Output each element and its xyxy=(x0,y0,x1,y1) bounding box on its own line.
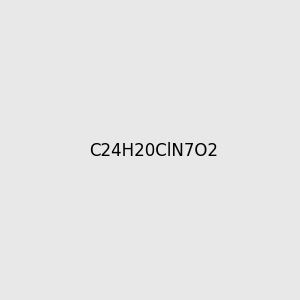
Text: C24H20ClN7O2: C24H20ClN7O2 xyxy=(89,142,218,160)
